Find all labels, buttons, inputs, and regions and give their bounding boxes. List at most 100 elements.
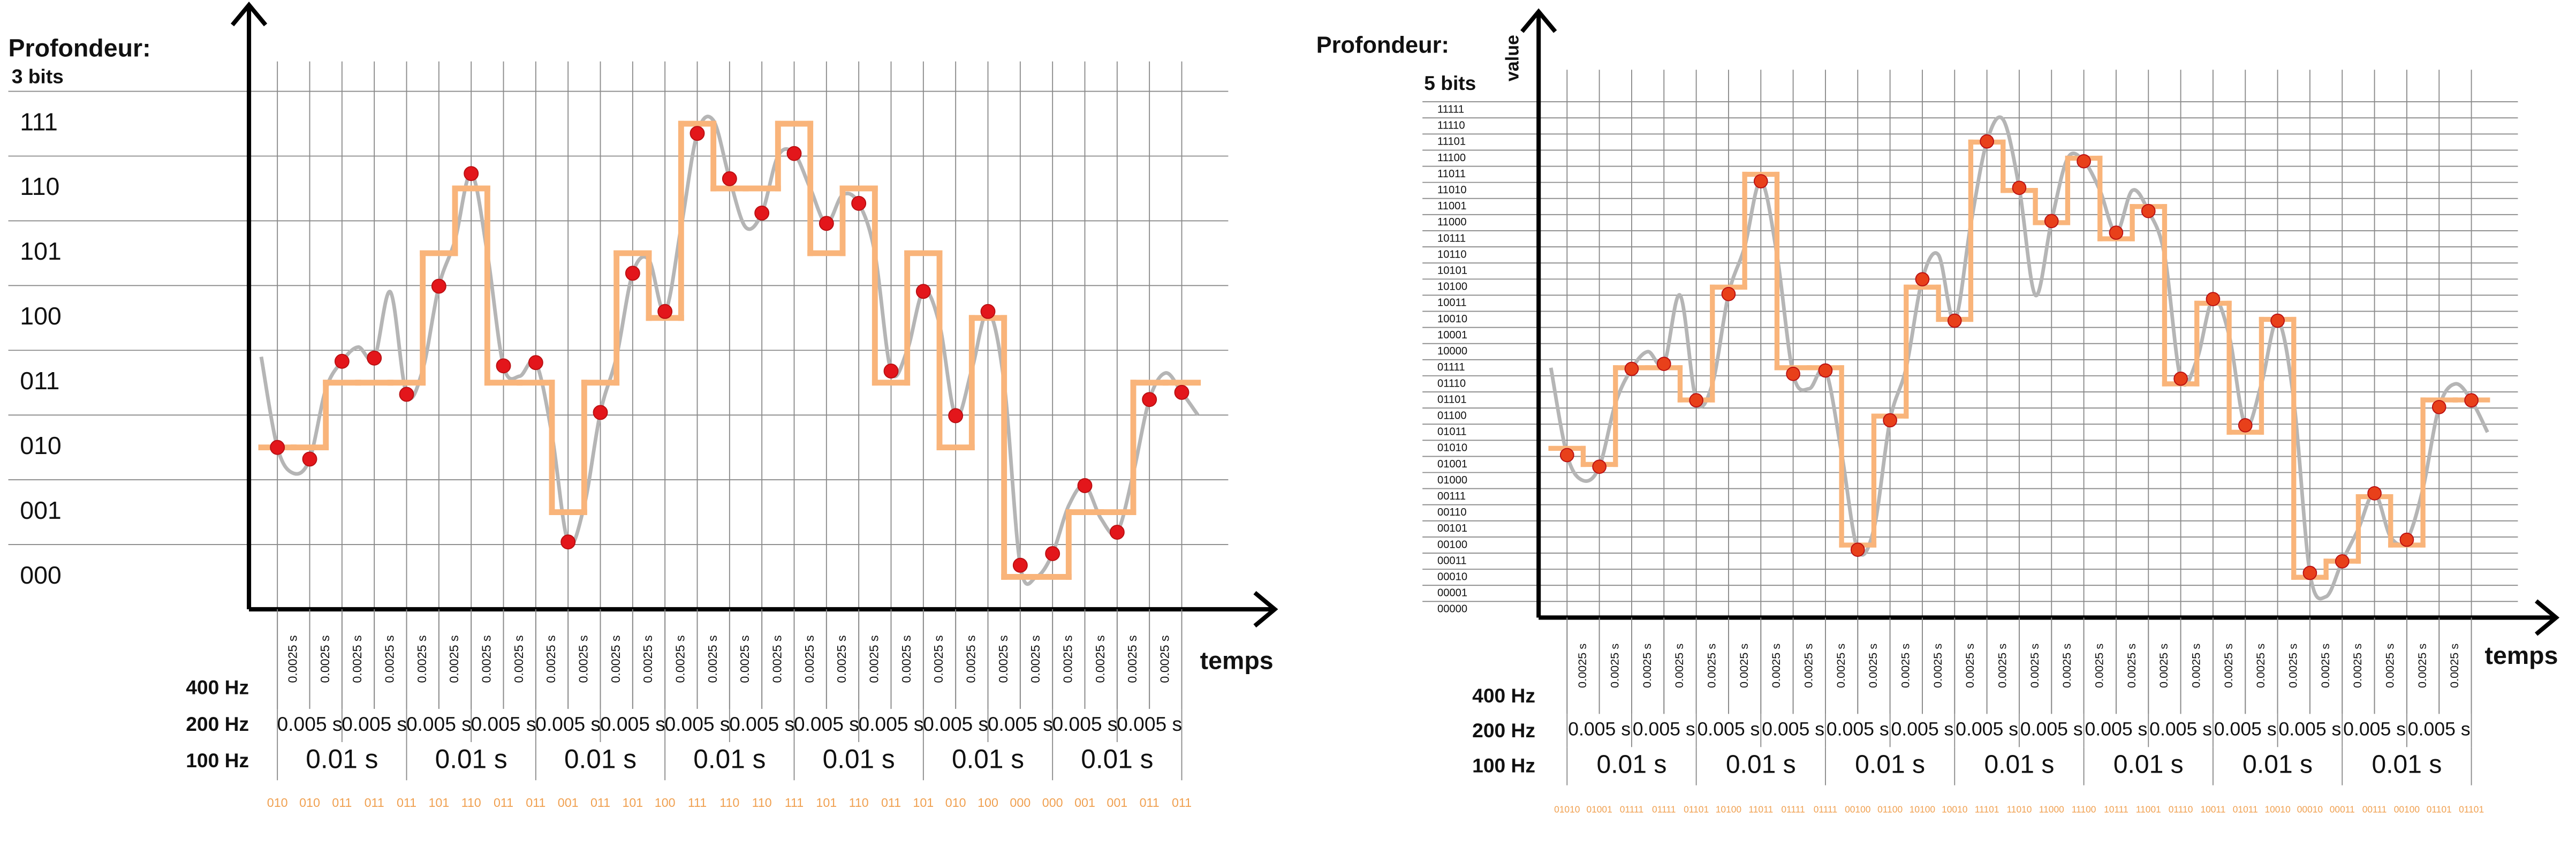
row-cell: 0.0025 s	[1705, 644, 1718, 688]
row-cell: 0.0025 s	[867, 635, 881, 683]
binary-code: 00100	[2394, 804, 2420, 815]
row-cell: 0.005 s	[2020, 719, 2083, 740]
row-cell: 0.0025 s	[1575, 644, 1589, 688]
sample-point	[2464, 393, 2479, 407]
row-cell: 0.0025 s	[964, 635, 978, 683]
row-cell: 0.005 s	[923, 713, 988, 735]
row-cell: 0.01 s	[1855, 751, 1925, 779]
binary-code: 011	[526, 796, 545, 810]
row-cell: 0.005 s	[277, 713, 343, 735]
row-cell: 0.0025 s	[2189, 644, 2203, 688]
sample-point	[851, 195, 867, 211]
x-axis-label: temps	[1200, 646, 1274, 674]
sample-point	[1012, 557, 1028, 573]
binary-code: 011	[397, 796, 416, 810]
y-axis-arrow	[230, 2, 268, 27]
row-cell: 0.0025 s	[1802, 644, 1815, 688]
row-cell: 0.0025 s	[706, 635, 719, 683]
row-cell: 0.0025 s	[738, 635, 752, 683]
row-cell: 0.0025 s	[1093, 635, 1107, 683]
binary-code: 11001	[2136, 804, 2161, 815]
row-cell: 0.005 s	[1762, 719, 1824, 740]
y-tick-label: 010	[20, 432, 62, 459]
binary-code: 01001	[1586, 804, 1612, 815]
sample-point	[690, 126, 705, 141]
row-cell: 0.0025 s	[2125, 644, 2138, 688]
row-cell: 0.0025 s	[285, 635, 299, 683]
y-tick-label: 01011	[1437, 426, 1467, 438]
sample-point	[1721, 286, 1736, 301]
row-cell: 0.01 s	[693, 744, 766, 774]
y-tick-label: 00101	[1437, 523, 1467, 534]
row-cell: 0.0025 s	[2028, 644, 2041, 688]
sample-point	[754, 205, 770, 221]
row-cell: 0.005 s	[859, 713, 924, 735]
x-axis-arrow	[2535, 599, 2560, 636]
sample-point	[270, 440, 285, 455]
y-tick-label: 11011	[1437, 168, 1466, 180]
sample-point	[980, 304, 996, 319]
sample-point	[334, 353, 350, 369]
sample-point	[2109, 225, 2124, 240]
y-tick-label: 01010	[1437, 442, 1467, 454]
sample-point	[399, 387, 414, 402]
binary-code: 01101	[2427, 804, 2452, 815]
row-cell: 0.0025 s	[2448, 644, 2461, 688]
y-tick-label: 000	[20, 561, 62, 589]
chart: Profondeur: 3 bits 000 001 010 011 100 101 110 11…	[8, 2, 1278, 810]
sample-point	[302, 451, 317, 467]
chart: Profondeur: 5 bits value 00000 00001 00010 000…	[1316, 8, 2560, 815]
row-cell: 0.0025 s	[415, 635, 429, 683]
sample-point	[1656, 357, 1671, 371]
row-cell: 0.0025 s	[2383, 644, 2397, 688]
binary-code: 011	[590, 796, 610, 810]
row-cell: 0.005 s	[2408, 719, 2471, 740]
y-tick-label: 00001	[1437, 587, 1467, 599]
sample-point	[1174, 384, 1189, 400]
row-cell: 0.005 s	[729, 713, 794, 735]
y-tick-label: 011	[20, 367, 59, 395]
row-cell: 0.005 s	[1633, 719, 1695, 740]
row-cell: 0.0025 s	[1963, 644, 1976, 688]
binary-code: 01110	[2169, 804, 2193, 815]
sample-point	[1980, 134, 1994, 149]
sample-point	[1753, 174, 1768, 188]
y-tick-label: 10101	[1437, 265, 1467, 277]
row-cell: 0.0025 s	[1996, 644, 2009, 688]
sample-point	[496, 358, 511, 374]
row-cell: 0.0025 s	[1608, 644, 1622, 688]
binary-code: 010	[267, 796, 288, 810]
row-cell: 0.005 s	[988, 713, 1053, 735]
row-cell: 0.0025 s	[899, 635, 913, 683]
binary-code: 001	[1074, 796, 1095, 810]
row-label: 400 Hz	[186, 676, 249, 699]
row-cell: 0.005 s	[2085, 719, 2147, 740]
row-cell: 0.0025 s	[1028, 635, 1042, 683]
binary-code: 111	[785, 796, 804, 810]
binary-code: 001	[1107, 796, 1127, 810]
y-tick-label: 00011	[1437, 555, 1467, 566]
row-cell: 0.0025 s	[318, 635, 332, 683]
row-cell: 0.01 s	[1984, 751, 2054, 779]
binary-code: 10100	[1910, 804, 1935, 815]
binary-code: 00100	[1845, 804, 1870, 815]
y-tick-label: 00111	[1437, 490, 1466, 502]
sample-point	[2270, 313, 2285, 328]
binary-code: 011	[881, 796, 901, 810]
y-tick-label: 11001	[1437, 200, 1467, 212]
binary-code: 110	[461, 796, 481, 810]
sample-point	[1786, 366, 1800, 381]
sample-point	[1559, 448, 1574, 463]
y-tick-label: 01100	[1437, 410, 1467, 421]
row-cell: 0.01 s	[823, 744, 895, 774]
binary-code: 000	[1010, 796, 1031, 810]
sample-point	[1850, 542, 1865, 557]
sample-point	[948, 408, 964, 424]
row-cell: 0.01 s	[952, 744, 1024, 774]
row-cell: 0.0025 s	[2319, 644, 2332, 688]
row-cell: 0.005 s	[406, 713, 472, 735]
chart-subtitle: 5 bits	[1424, 72, 1476, 94]
row-cell: 0.0025 s	[1899, 644, 1912, 688]
row-cell: 0.0025 s	[2093, 644, 2106, 688]
